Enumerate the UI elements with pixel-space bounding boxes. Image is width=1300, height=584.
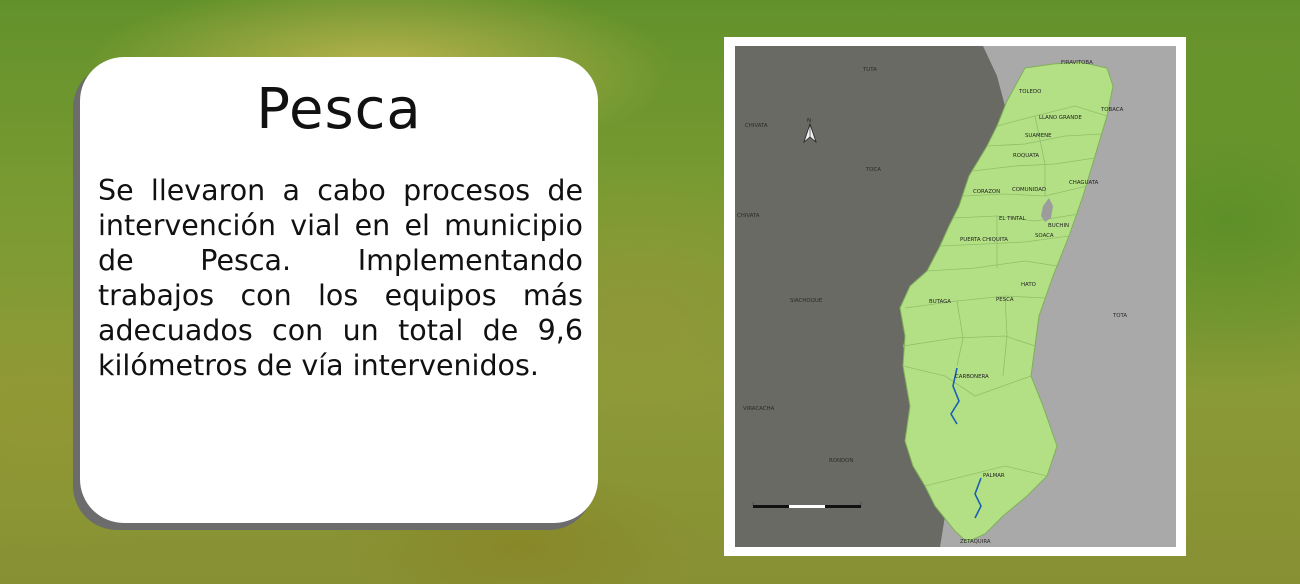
label-corazon: CORAZON [973, 189, 1000, 195]
card-title: Pesca [256, 77, 422, 142]
label-llano-grande: LLANO GRANDE [1039, 115, 1082, 121]
label-chivata-1: CHIVATA [745, 123, 768, 129]
label-palmar: PALMAR [983, 473, 1005, 479]
label-comunidad: COMUNIDAD [1012, 187, 1046, 193]
label-toca: TOCA [865, 167, 881, 173]
label-roquata: ROQUATA [1013, 153, 1039, 159]
scale-bar [752, 502, 862, 508]
pesca-municipality [899, 61, 1114, 543]
vereda-boundaries [902, 105, 1108, 487]
info-card: Pesca Se llevaron a cabo procesos de int… [80, 57, 598, 523]
label-toledo: TOLEDO [1018, 89, 1041, 95]
label-pesca: PESCA [996, 297, 1014, 303]
label-firavitoba: FIRAVITOBA [1061, 60, 1093, 66]
label-viracacha: VIRACACHA [743, 406, 775, 412]
north-arrow-icon: N [803, 118, 817, 144]
label-chivata-2: CHIVATA [737, 213, 760, 219]
label-suamene: SUAMENE [1025, 133, 1052, 139]
label-el-tintal: EL TINTAL [999, 216, 1026, 222]
label-rondon: RONDON [829, 458, 853, 464]
label-siachoque: SIACHOQUE [790, 298, 823, 304]
municipality-map: N FIRAVITOBA TUTA CHIVATA TOCA CHIVATA S… [735, 46, 1176, 547]
river-palmar [974, 477, 982, 519]
label-tobaca: TOBACA [1100, 107, 1124, 113]
label-carbonera: CARBONERA [955, 374, 989, 380]
label-tota: TOTA [1112, 313, 1127, 319]
label-hato: HATO [1021, 282, 1036, 288]
label-zetaquira: ZETAQUIRA [960, 539, 991, 545]
map-west-region [735, 46, 1005, 547]
label-soaca: SOACA [1035, 233, 1054, 239]
river-carbonera [950, 367, 960, 425]
label-buchin: BUCHIN [1048, 223, 1069, 229]
lake [1041, 198, 1053, 222]
card-body-text: Se llevaron a cabo procesos de intervenc… [98, 174, 583, 382]
map-svg: N FIRAVITOBA TUTA CHIVATA TOCA CHIVATA S… [735, 46, 1176, 547]
label-puerta-chiquita: PUERTA CHIQUITA [960, 237, 1008, 243]
north-label: N [807, 118, 811, 124]
label-butaga: BUTAGA [929, 299, 951, 305]
label-tuta: TUTA [862, 67, 877, 73]
label-chaguata: CHAGUATA [1069, 180, 1099, 186]
